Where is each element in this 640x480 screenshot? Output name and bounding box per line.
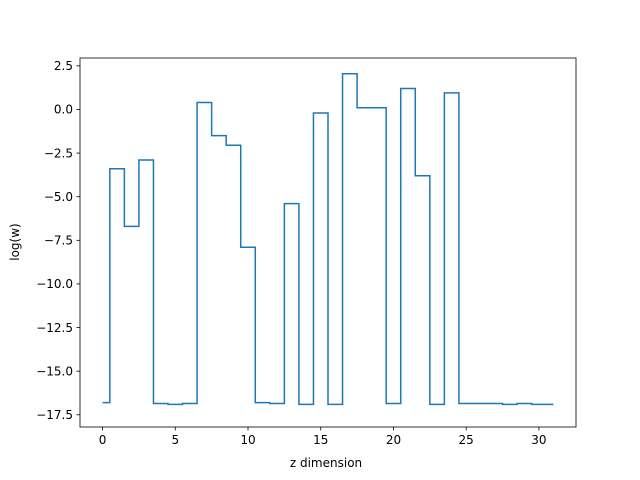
y-tick-label: −15.0: [36, 364, 73, 378]
y-tick-label: −5.0: [44, 190, 73, 204]
y-axis-label: log(w): [8, 223, 22, 260]
x-tick-label: 10: [240, 433, 255, 447]
axes-frame: [79, 57, 577, 428]
series-line: [102, 72, 554, 406]
x-tick-label: 5: [171, 433, 179, 447]
x-tick-label: 30: [531, 433, 546, 447]
x-tick-label: 0: [99, 433, 107, 447]
y-tick-label: −7.5: [44, 234, 73, 248]
x-tick-label: 25: [459, 433, 474, 447]
plot-area: 0 5 10 15 20 25 30 2.5 0.0 −2.5 −5.0 −7.5 −10.0 −12.5…: [36, 57, 577, 447]
y-tick-label: −10.0: [36, 277, 73, 291]
y-tick-label: 2.5: [54, 59, 73, 73]
x-axis-label: z dimension: [290, 456, 362, 470]
y-tick-label: −17.5: [36, 408, 73, 422]
y-tick-label: 0.0: [54, 103, 73, 117]
x-tick-label: 15: [313, 433, 328, 447]
y-tick-label: −2.5: [44, 146, 73, 160]
y-tick-label: −12.5: [36, 321, 73, 335]
x-tick-label: 20: [386, 433, 401, 447]
